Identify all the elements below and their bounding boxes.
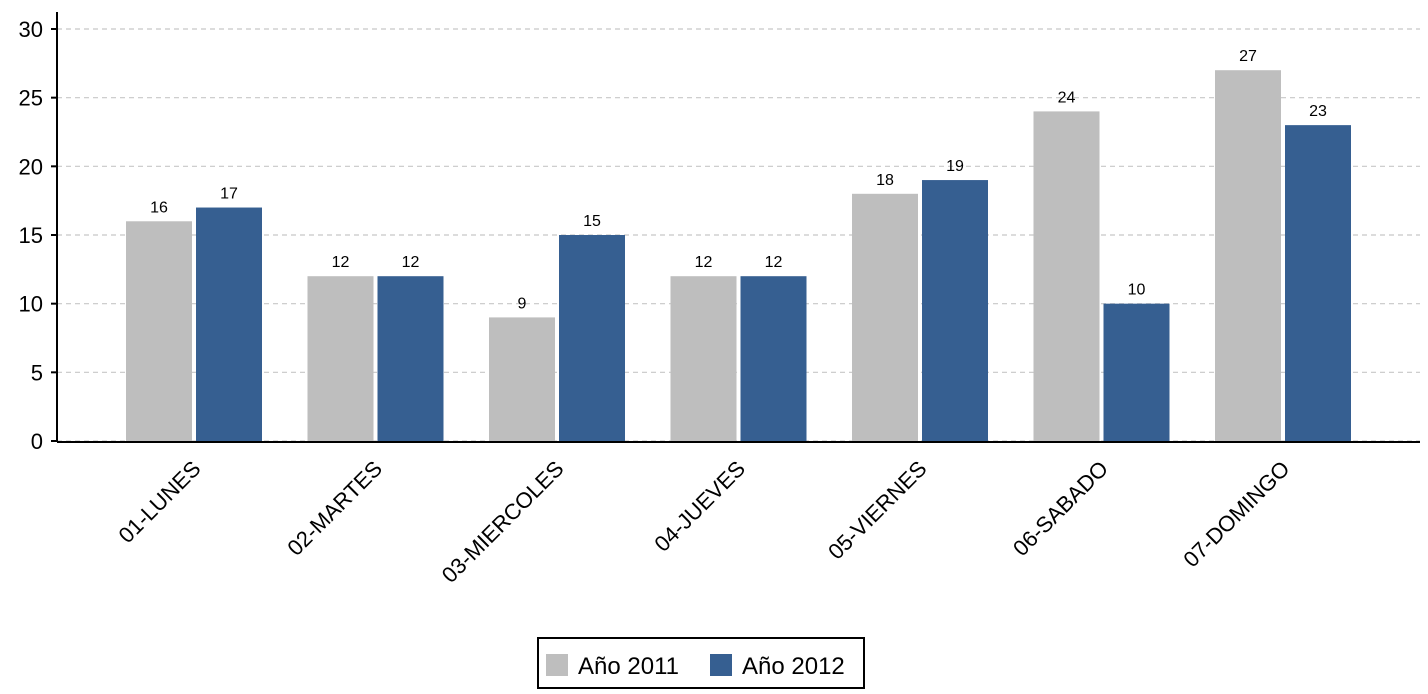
data-label: 12 (332, 254, 350, 271)
y-tick-label: 25 (19, 86, 43, 111)
x-category-label: 01-LUNES (114, 456, 206, 548)
bar-series-1 (1033, 111, 1100, 442)
data-label: 16 (150, 199, 168, 216)
axes (51, 12, 1420, 443)
bar-series-2 (196, 207, 262, 441)
y-tick-label: 0 (31, 429, 43, 454)
bar-series-1 (489, 317, 555, 441)
data-label: 12 (765, 254, 783, 271)
legend: Año 2011 Año 2012 (537, 637, 865, 689)
legend-swatch (710, 654, 732, 676)
y-tick-label: 5 (31, 360, 43, 385)
gridlines (57, 28, 1420, 442)
x-category-label: 02-MARTES (282, 456, 387, 561)
legend-label: Año 2012 (742, 653, 845, 680)
legend-box (537, 637, 865, 689)
data-label: 23 (1309, 103, 1327, 120)
data-label: 15 (583, 213, 601, 230)
bar-series-1 (670, 276, 737, 441)
bar-series-2 (1103, 303, 1170, 441)
data-label: 27 (1239, 48, 1257, 65)
bar-series-1 (307, 276, 374, 441)
bar-series-1 (1215, 70, 1281, 441)
y-tick-label: 10 (19, 292, 43, 317)
y-tick-label: 30 (19, 17, 43, 42)
bars (126, 70, 1351, 442)
bar-series-2 (559, 235, 625, 441)
data-label: 12 (695, 254, 713, 271)
bar-series-1 (126, 221, 192, 441)
bar-series-1 (852, 193, 918, 441)
data-label: 18 (876, 172, 894, 189)
x-category-label: 06-SABADO (1008, 456, 1113, 561)
bar-series-2 (377, 276, 444, 441)
y-tick-label: 15 (19, 223, 43, 248)
x-category-label: 03-MIERCOLES (437, 456, 569, 588)
x-category-label: 05-VIERNES (823, 456, 931, 564)
bar-series-2 (922, 180, 988, 442)
data-label: 9 (518, 295, 527, 312)
x-category-label: 07-DOMINGO (1178, 456, 1294, 572)
legend-swatch (546, 654, 568, 676)
bar-series-2 (1285, 125, 1351, 441)
data-label: 10 (1128, 282, 1146, 299)
legend-label: Año 2011 (578, 653, 679, 680)
y-tick-label: 20 (19, 154, 43, 179)
data-label: 24 (1058, 89, 1076, 106)
data-label: 12 (402, 254, 420, 271)
bar-series-2 (740, 276, 807, 441)
x-category-label: 04-JUEVES (649, 456, 750, 557)
data-label: 17 (220, 186, 238, 203)
data-label: 19 (946, 158, 964, 175)
